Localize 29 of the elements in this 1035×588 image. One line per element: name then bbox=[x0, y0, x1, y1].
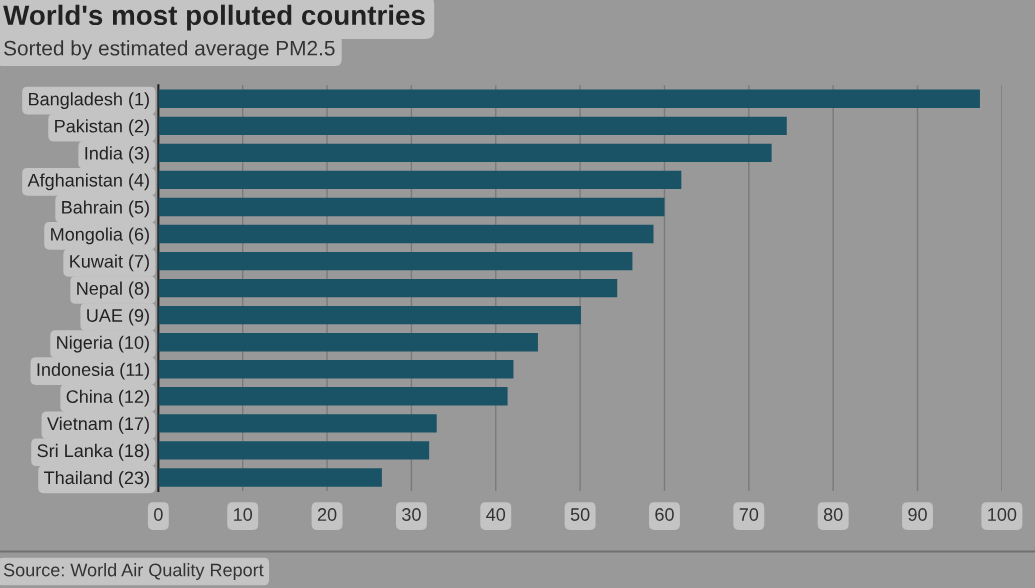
y-tick-label: Vietnam (17) bbox=[47, 416, 149, 434]
y-tick-label: Afghanistan (4) bbox=[27, 173, 149, 191]
x-tick-label: 30 bbox=[402, 508, 421, 521]
y-tick-label: China (12) bbox=[66, 389, 149, 407]
source-note: Source: World Air Quality Report bbox=[3, 563, 264, 580]
y-tick-label: Sri Lanka (18) bbox=[37, 443, 149, 461]
chart-subtitle: Sorted by estimated average PM2.5 bbox=[4, 40, 335, 60]
x-tick-label: 50 bbox=[570, 508, 590, 521]
y-tick-label: Mongolia (6) bbox=[51, 227, 149, 245]
x-tick-label: 100 bbox=[988, 508, 1017, 521]
x-tick-label: 80 bbox=[823, 508, 843, 521]
y-tick-label: Thailand (23) bbox=[44, 470, 149, 488]
y-tick-label: Kuwait (7) bbox=[70, 254, 149, 272]
x-tick-label: 90 bbox=[908, 508, 927, 521]
y-tick-label: India (3) bbox=[85, 146, 149, 164]
y-tick-label: Bangladesh (1) bbox=[29, 92, 149, 110]
x-tick-label: 0 bbox=[154, 508, 163, 521]
x-tick-label: 40 bbox=[486, 508, 506, 521]
x-tick-label: 60 bbox=[655, 508, 674, 521]
y-tick-label: Indonesia (11) bbox=[37, 362, 149, 380]
y-tick-label: Bahrain (5) bbox=[62, 200, 149, 218]
y-tick-label: Nigeria (10) bbox=[57, 335, 149, 353]
chart-title: World's most polluted countries bbox=[3, 4, 425, 31]
y-tick-label: Pakistan (2) bbox=[55, 119, 149, 137]
x-tick-label: 20 bbox=[317, 508, 337, 521]
x-tick-label: 10 bbox=[234, 508, 253, 521]
y-tick-label: UAE (9) bbox=[87, 308, 149, 326]
y-tick-label: Nepal (8) bbox=[77, 281, 149, 299]
x-tick-label: 70 bbox=[739, 508, 759, 521]
